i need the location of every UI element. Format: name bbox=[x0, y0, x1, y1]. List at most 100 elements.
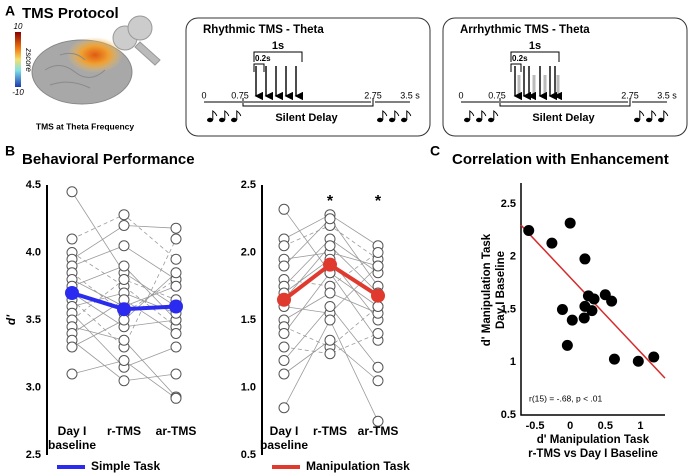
subject-point bbox=[118, 355, 130, 366]
interval-bracket bbox=[510, 63, 522, 72]
subject-point bbox=[118, 209, 130, 221]
subject-point bbox=[324, 348, 336, 360]
subject-point bbox=[372, 415, 384, 427]
label: 0 bbox=[458, 90, 463, 100]
label: d' bbox=[4, 314, 18, 325]
label: Behavioral Performance bbox=[22, 151, 195, 168]
label: C bbox=[430, 143, 440, 159]
subject-point bbox=[66, 341, 78, 353]
label: 0.75 bbox=[231, 90, 249, 100]
x-tick-label: 1 bbox=[637, 420, 643, 432]
subject-point bbox=[170, 233, 182, 245]
condition-box bbox=[442, 17, 688, 137]
note-icon bbox=[382, 110, 388, 120]
subject-point bbox=[118, 375, 130, 387]
scatter-point bbox=[564, 217, 576, 229]
label: Rhythmic TMS - Theta bbox=[203, 24, 324, 36]
scatter-point bbox=[586, 305, 598, 317]
y-tick-label: 4.5 bbox=[26, 179, 41, 191]
scatter-point bbox=[546, 237, 558, 249]
scatter-point bbox=[566, 314, 578, 326]
scatter-point bbox=[556, 304, 568, 316]
delay-bracket bbox=[242, 98, 374, 107]
subject-point bbox=[66, 186, 78, 198]
y-tick-label: 3.0 bbox=[26, 381, 41, 393]
scatter-point bbox=[523, 224, 535, 236]
condition-box bbox=[185, 17, 431, 137]
subject-point bbox=[118, 314, 130, 326]
y-tick-label: 1.5 bbox=[501, 303, 516, 315]
subject-point bbox=[278, 203, 290, 215]
x-tick-label: 0 bbox=[567, 420, 573, 432]
label: 3.5 s bbox=[657, 90, 677, 100]
note-icon bbox=[212, 110, 218, 120]
note-icon bbox=[389, 117, 395, 123]
note-icon bbox=[651, 110, 657, 120]
scatter-point bbox=[632, 355, 644, 367]
label: d' Manipulation Task bbox=[537, 434, 650, 446]
interval-bracket bbox=[253, 63, 265, 72]
mean-point bbox=[277, 292, 291, 307]
subject-point bbox=[278, 355, 290, 366]
y-tick-label: 1.5 bbox=[241, 314, 256, 326]
subject-point bbox=[170, 222, 182, 234]
label: Silent Delay bbox=[275, 112, 338, 124]
note-icon bbox=[207, 117, 213, 123]
label: 0.2s bbox=[255, 54, 271, 63]
axes bbox=[520, 183, 665, 416]
note-icon bbox=[464, 117, 470, 123]
subject-line bbox=[283, 333, 379, 355]
subject-point bbox=[66, 233, 78, 245]
label: Simple Task bbox=[91, 459, 160, 473]
subject-point bbox=[278, 240, 290, 252]
note-icon bbox=[639, 110, 645, 120]
subject-point bbox=[278, 328, 290, 339]
subject-point bbox=[372, 260, 384, 272]
mean-point bbox=[117, 302, 131, 317]
scatter-point bbox=[588, 293, 600, 305]
y-tick-label: 2 bbox=[510, 251, 516, 263]
y-tick-label: 1 bbox=[510, 356, 516, 368]
scatter-point bbox=[648, 351, 660, 363]
label: * bbox=[327, 193, 334, 210]
label: -10 bbox=[12, 88, 24, 97]
subject-point bbox=[278, 368, 290, 380]
subject-point bbox=[170, 280, 182, 292]
note-icon bbox=[231, 117, 237, 123]
label: Arrhythmic TMS - Theta bbox=[460, 24, 590, 36]
y-tick-label: 3.5 bbox=[26, 314, 41, 326]
note-icon bbox=[493, 110, 499, 120]
period-bracket bbox=[253, 51, 303, 62]
subject-point bbox=[118, 274, 130, 285]
category-label: r-TMS bbox=[107, 424, 141, 438]
subject-point bbox=[118, 334, 130, 346]
mean-point bbox=[169, 299, 183, 314]
subject-point bbox=[170, 328, 182, 339]
label: 2.75 bbox=[621, 90, 639, 100]
scatter-point bbox=[578, 312, 590, 324]
note-icon bbox=[476, 117, 482, 123]
label: TMS at Theta Frequency bbox=[36, 121, 135, 131]
mean-point bbox=[65, 286, 79, 300]
note-icon bbox=[658, 117, 664, 123]
period-bracket bbox=[510, 51, 560, 62]
y-tick-label: 1.0 bbox=[241, 381, 256, 393]
subject-point bbox=[324, 334, 336, 346]
note-icon bbox=[663, 110, 669, 120]
mean-point bbox=[323, 257, 337, 272]
subject-point bbox=[324, 314, 336, 326]
note-icon bbox=[634, 117, 640, 123]
note-icon bbox=[469, 110, 475, 120]
subject-point bbox=[66, 368, 78, 380]
label: A bbox=[5, 3, 15, 19]
subject-point bbox=[324, 287, 336, 299]
label: 0 bbox=[201, 90, 206, 100]
note-icon bbox=[219, 117, 225, 123]
note-icon bbox=[224, 110, 230, 120]
subject-point bbox=[118, 240, 130, 252]
subject-point bbox=[372, 301, 384, 312]
label: 1s bbox=[529, 40, 541, 52]
subject-point bbox=[324, 240, 336, 252]
x-tick-label: 0.5 bbox=[598, 420, 613, 432]
